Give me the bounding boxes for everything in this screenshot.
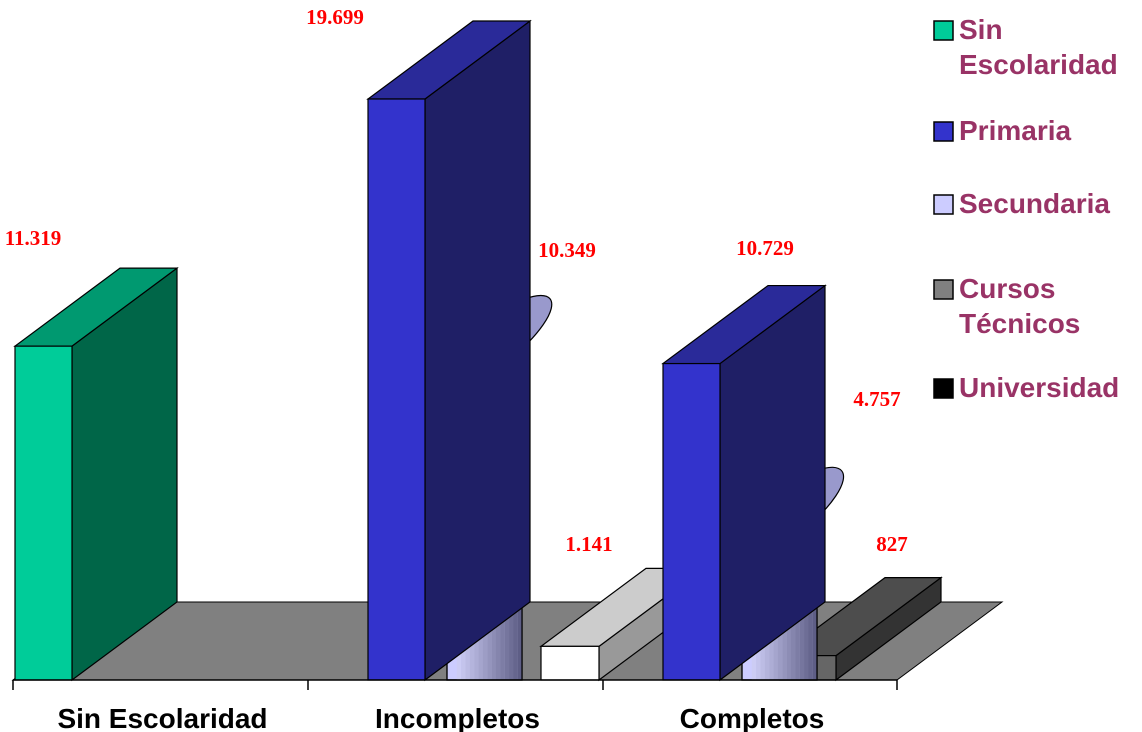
legend-label: Técnicos	[959, 308, 1080, 339]
legend-item-sin-escolaridad: Sin Escolaridad	[933, 14, 1118, 80]
legend-item-cursos-tecnicos: Cursos Técnicos	[933, 273, 1080, 339]
legend-label: Cursos	[959, 273, 1055, 304]
value-label-sin-escolaridad-sin-escolaridad: 11.319	[5, 226, 62, 250]
legend-label: Sin	[959, 14, 1003, 45]
bar-primaria-incompletos-front	[367, 98, 426, 681]
bar-primaria-incompletos-side	[424, 19, 531, 682]
value-label-primaria-completos: 10.729	[736, 236, 794, 260]
legend-item-secundaria: Secundaria	[933, 188, 1110, 219]
category-label-completos: Completos	[680, 703, 825, 732]
legend-swatch	[933, 279, 954, 300]
legend-label: Escolaridad	[959, 49, 1118, 80]
legend-swatch	[933, 378, 954, 399]
legend-swatch	[933, 194, 954, 215]
legend-swatch	[933, 121, 954, 142]
bar-sin-escolaridad-sin-escolaridad-front	[14, 345, 73, 681]
legend-swatch	[933, 20, 954, 41]
bar-sin-escolaridad-sin-escolaridad	[13, 266, 179, 682]
category-label-sin-escolaridad: Sin Escolaridad	[57, 703, 267, 732]
value-label-secundaria-completos: 4.757	[853, 387, 900, 411]
value-label-cursos-tecnicos-incompletos: 1.141	[565, 532, 612, 556]
legend-label: Secundaria	[959, 188, 1110, 219]
value-label-secundaria-incompletos: 10.349	[538, 238, 596, 262]
category-label-incompletos: Incompletos	[375, 703, 540, 732]
value-label-universidad-completos: 827	[876, 532, 908, 556]
legend-item-universidad: Universidad	[933, 372, 1119, 403]
legend-label: Universidad	[959, 372, 1119, 403]
value-label-primaria-incompletos: 19.699	[306, 5, 364, 29]
bar-primaria-completos	[661, 284, 827, 682]
legend-item-primaria: Primaria	[933, 115, 1071, 146]
bar-primaria-completos-front	[662, 362, 721, 681]
bar-primaria-incompletos	[366, 19, 532, 682]
bar-cursos-tecnicos-incompletos-front	[540, 645, 600, 681]
legend-label: Primaria	[959, 115, 1071, 146]
